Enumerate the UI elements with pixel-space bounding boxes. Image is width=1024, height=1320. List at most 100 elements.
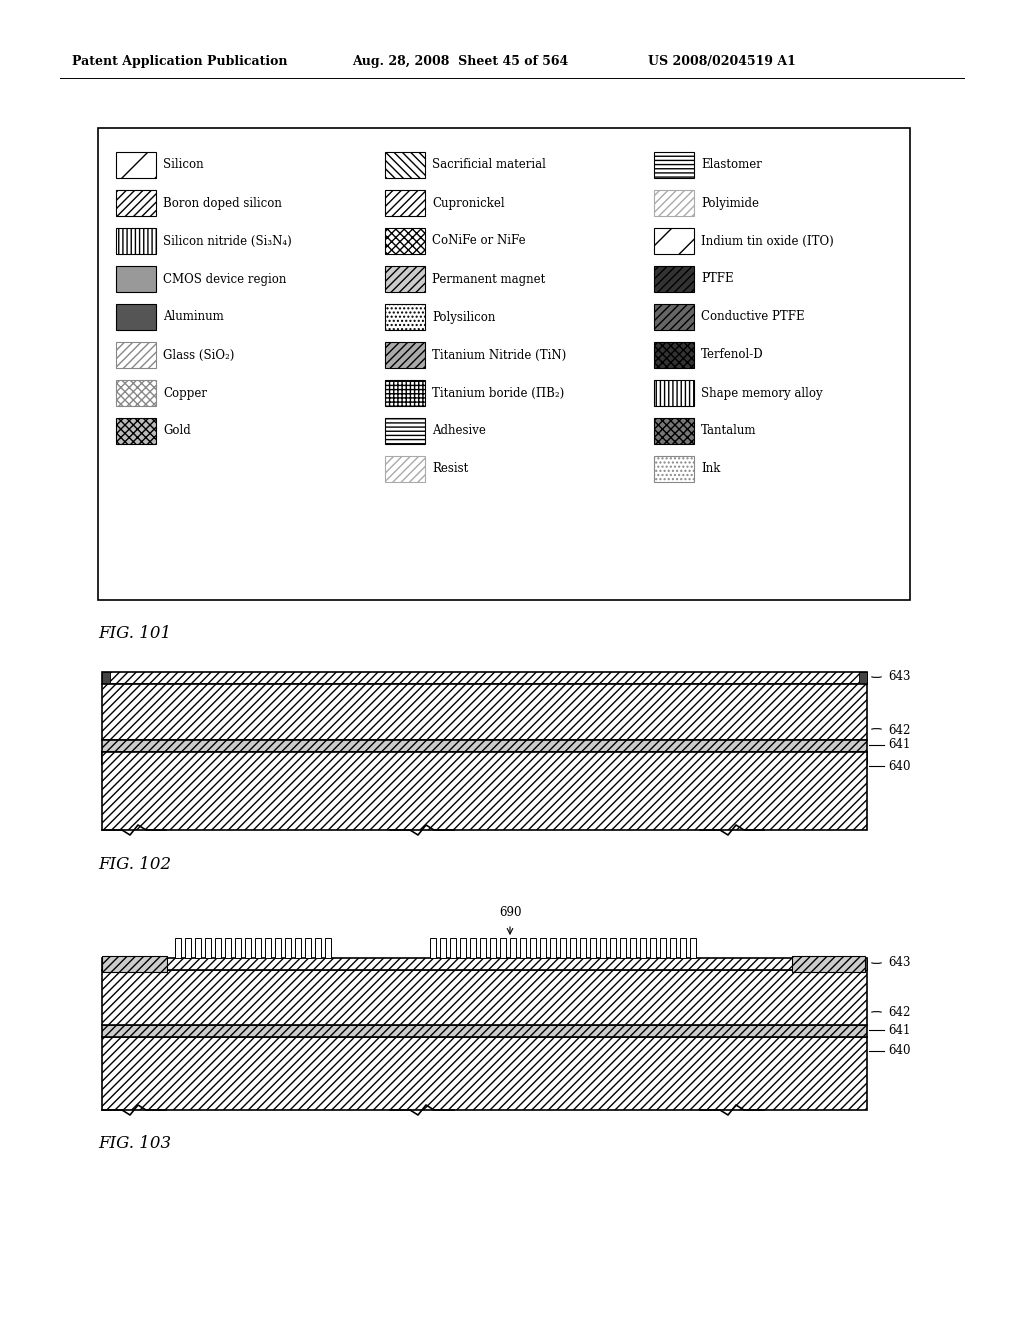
Bar xyxy=(102,1026,867,1038)
Bar xyxy=(116,418,156,444)
Text: 641: 641 xyxy=(888,1023,910,1036)
Bar xyxy=(215,939,221,958)
Text: Indium tin oxide (ITO): Indium tin oxide (ITO) xyxy=(701,235,834,248)
Text: CoNiFe or NiFe: CoNiFe or NiFe xyxy=(432,235,525,248)
Bar xyxy=(550,939,556,958)
Bar xyxy=(285,939,291,958)
Bar xyxy=(385,152,425,178)
Text: Boron doped silicon: Boron doped silicon xyxy=(163,197,282,210)
Text: 642: 642 xyxy=(888,723,910,737)
Bar xyxy=(792,956,865,972)
Bar xyxy=(580,939,586,958)
Bar xyxy=(205,939,211,958)
Bar xyxy=(385,418,425,444)
Bar xyxy=(654,342,694,368)
Text: FIG. 102: FIG. 102 xyxy=(98,855,171,873)
Bar xyxy=(620,939,626,958)
Bar xyxy=(600,939,606,958)
Bar xyxy=(690,939,696,958)
Bar xyxy=(116,342,156,368)
Text: 643: 643 xyxy=(888,669,910,682)
Bar xyxy=(654,380,694,407)
Bar xyxy=(450,939,456,958)
Bar xyxy=(234,939,241,958)
Bar xyxy=(275,939,281,958)
Bar xyxy=(102,752,867,830)
Text: Resist: Resist xyxy=(432,462,468,475)
Text: Elastomer: Elastomer xyxy=(701,158,762,172)
Bar xyxy=(102,672,867,684)
Bar xyxy=(654,267,694,292)
Bar xyxy=(102,970,867,1026)
Bar xyxy=(385,304,425,330)
Bar xyxy=(630,939,636,958)
Bar xyxy=(116,228,156,253)
Bar xyxy=(654,152,694,178)
Bar xyxy=(315,939,321,958)
Bar xyxy=(570,939,575,958)
Text: 690: 690 xyxy=(499,906,521,919)
Text: CMOS device region: CMOS device region xyxy=(163,272,287,285)
Text: Sacrificial material: Sacrificial material xyxy=(432,158,546,172)
Bar xyxy=(500,939,506,958)
Text: US 2008/0204519 A1: US 2008/0204519 A1 xyxy=(648,55,796,69)
Bar xyxy=(98,128,910,601)
Text: Silicon: Silicon xyxy=(163,158,204,172)
Text: 640: 640 xyxy=(888,759,910,772)
Bar xyxy=(385,267,425,292)
Text: FIG. 103: FIG. 103 xyxy=(98,1135,171,1152)
Text: Tantalum: Tantalum xyxy=(701,425,757,437)
Bar xyxy=(102,958,867,970)
Bar xyxy=(116,190,156,216)
Bar xyxy=(185,939,191,958)
Bar xyxy=(859,958,867,970)
Text: 642: 642 xyxy=(888,1006,910,1019)
Bar xyxy=(102,672,110,684)
Text: Gold: Gold xyxy=(163,425,190,437)
Bar xyxy=(385,380,425,407)
Bar xyxy=(385,455,425,482)
Bar xyxy=(510,939,516,958)
Bar xyxy=(225,939,231,958)
Text: Polyimide: Polyimide xyxy=(701,197,759,210)
Bar xyxy=(295,939,301,958)
Bar xyxy=(430,939,436,958)
Bar xyxy=(116,267,156,292)
Text: Permanent magnet: Permanent magnet xyxy=(432,272,545,285)
Text: Titanium boride (ΠB₂): Titanium boride (ΠB₂) xyxy=(432,387,564,400)
Text: 643: 643 xyxy=(888,956,910,969)
Bar xyxy=(440,939,446,958)
Text: Shape memory alloy: Shape memory alloy xyxy=(701,387,822,400)
Bar xyxy=(530,939,536,958)
Bar xyxy=(385,228,425,253)
Text: Adhesive: Adhesive xyxy=(432,425,485,437)
Bar xyxy=(560,939,566,958)
Bar xyxy=(305,939,311,958)
Text: Titanium Nitride (TiN): Titanium Nitride (TiN) xyxy=(432,348,566,362)
Text: Aug. 28, 2008  Sheet 45 of 564: Aug. 28, 2008 Sheet 45 of 564 xyxy=(352,55,568,69)
Bar xyxy=(102,741,867,752)
Bar xyxy=(385,190,425,216)
Bar xyxy=(265,939,271,958)
Bar xyxy=(245,939,251,958)
Bar xyxy=(590,939,596,958)
Text: PTFE: PTFE xyxy=(701,272,733,285)
Bar xyxy=(102,752,867,764)
Bar xyxy=(175,939,181,958)
Text: 641: 641 xyxy=(888,738,910,751)
Bar xyxy=(116,152,156,178)
Bar xyxy=(255,939,261,958)
Bar xyxy=(859,672,867,684)
Bar xyxy=(660,939,666,958)
Bar xyxy=(116,304,156,330)
Bar xyxy=(385,342,425,368)
Text: Aluminum: Aluminum xyxy=(163,310,224,323)
Bar xyxy=(670,939,676,958)
Text: Ink: Ink xyxy=(701,462,720,475)
Bar xyxy=(540,939,546,958)
Bar xyxy=(640,939,646,958)
Text: Silicon nitride (Si₃N₄): Silicon nitride (Si₃N₄) xyxy=(163,235,292,248)
Bar xyxy=(680,939,686,958)
Bar xyxy=(654,228,694,253)
Bar xyxy=(470,939,476,958)
